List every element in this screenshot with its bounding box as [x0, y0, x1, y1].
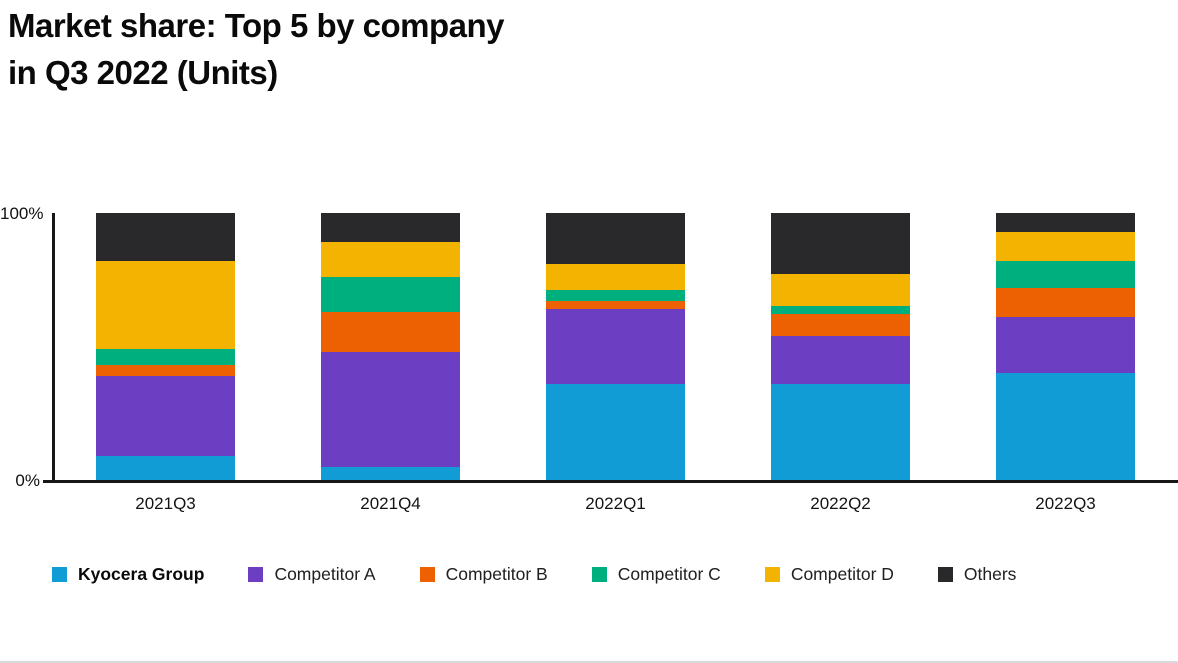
x-axis-line: [43, 480, 1178, 483]
bar-2022q1: [546, 213, 685, 480]
segment-competitor-d-2021q4: [321, 242, 460, 278]
legend-label-competitor-d: Competitor D: [790, 564, 894, 584]
legend-label-competitor-b: Competitor B: [445, 564, 548, 584]
segment-kyocera-group-2022q2: [771, 383, 910, 480]
chart-title-line2: in Q3 2022 (Units): [8, 54, 278, 91]
legend-label-others: Others: [963, 564, 1017, 584]
segment-competitor-c-2022q2: [771, 306, 910, 315]
segment-competitor-b-2021q4: [321, 311, 460, 352]
segment-kyocera-group-2022q3: [996, 373, 1135, 480]
legend-item-competitor-c: Competitor C: [591, 564, 721, 585]
bar-2021q4: [321, 213, 460, 480]
segment-competitor-b-2022q2: [771, 314, 910, 336]
legend-item-competitor-b: Competitor B: [419, 564, 548, 585]
y-axis-label-0: 0%: [15, 471, 40, 490]
segment-competitor-c-2021q4: [321, 277, 460, 312]
segment-competitor-b-2021q3: [96, 365, 235, 376]
legend-swatch-kyocera-group: [52, 567, 67, 582]
y-axis-label-100: 100%: [0, 204, 44, 223]
legend-label-competitor-a: Competitor A: [274, 564, 376, 584]
legend-swatch-others: [937, 567, 953, 582]
segment-competitor-d-2021q3: [96, 261, 235, 350]
legend-item-others: Others: [937, 564, 1017, 585]
plot-area: [53, 213, 1178, 480]
bar-slot-2021q4: [278, 213, 503, 480]
bar-2022q2: [771, 213, 910, 480]
segment-others-2022q3: [996, 213, 1135, 232]
segment-others-2021q3: [96, 213, 235, 262]
segment-competitor-a-2021q4: [321, 351, 460, 467]
legend-swatch-competitor-c: [591, 567, 607, 582]
bar-slot-2022q2: [728, 213, 953, 480]
x-tick-2022q2: 2022Q2: [810, 494, 871, 513]
segment-competitor-c-2022q1: [546, 290, 685, 302]
segment-competitor-d-2022q3: [996, 231, 1135, 262]
x-tick-2021q4: 2021Q4: [360, 494, 421, 513]
segment-competitor-b-2022q3: [996, 287, 1135, 318]
bar-slot-2021q3: [53, 213, 278, 480]
segment-competitor-a-2022q2: [771, 335, 910, 384]
y-axis-line: [52, 213, 55, 483]
legend-label-kyocera-group: Kyocera Group: [78, 564, 205, 584]
legend-swatch-competitor-a: [248, 567, 264, 582]
chart-title-line1: Market share: Top 5 by company: [8, 7, 505, 44]
segment-kyocera-group-2021q3: [96, 455, 235, 480]
segment-competitor-a-2022q1: [546, 309, 685, 384]
legend-item-competitor-a: Competitor A: [248, 564, 376, 585]
legend-label-competitor-c: Competitor C: [617, 564, 721, 584]
segment-others-2021q4: [321, 213, 460, 243]
segment-competitor-c-2021q3: [96, 349, 235, 366]
segment-competitor-d-2022q2: [771, 274, 910, 307]
segment-competitor-c-2022q3: [996, 261, 1135, 288]
bar-2022q3: [996, 213, 1135, 480]
legend-item-kyocera-group: Kyocera Group: [52, 564, 204, 585]
segment-competitor-b-2022q1: [546, 301, 685, 310]
legend-item-competitor-d: Competitor D: [764, 564, 894, 585]
bar-slot-2022q3: [953, 213, 1178, 480]
chart-title: Market share: Top 5 by company in Q3 2022…: [8, 2, 505, 96]
legend-swatch-competitor-d: [764, 567, 780, 582]
legend: Kyocera Group Competitor A Competitor B Com…: [52, 564, 1016, 585]
x-tick-2021q3: 2021Q3: [135, 494, 196, 513]
segment-others-2022q2: [771, 213, 910, 275]
segment-competitor-a-2022q3: [996, 317, 1135, 374]
segment-others-2022q1: [546, 213, 685, 264]
segment-kyocera-group-2022q1: [546, 383, 685, 480]
x-tick-2022q3: 2022Q3: [1035, 494, 1096, 513]
legend-swatch-competitor-b: [419, 567, 435, 582]
x-axis-tick-labels: 2021Q3 2021Q4 2022Q1 2022Q2 2022Q3: [53, 494, 1178, 514]
segment-competitor-d-2022q1: [546, 263, 685, 291]
bar-slot-2022q1: [503, 213, 728, 480]
bar-2021q3: [96, 213, 235, 480]
segment-competitor-a-2021q3: [96, 375, 235, 456]
segment-kyocera-group-2021q4: [321, 466, 460, 480]
x-tick-2022q1: 2022Q1: [585, 494, 646, 513]
